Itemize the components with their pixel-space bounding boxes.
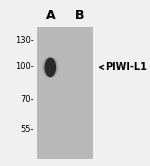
Text: A: A [46, 9, 56, 22]
Text: PIWI-L1: PIWI-L1 [105, 62, 147, 72]
Bar [37, 27, 93, 159]
Text: 55-: 55- [21, 125, 34, 134]
Text: B: B [75, 9, 84, 22]
Text: 100-: 100- [15, 62, 34, 71]
Text: 130-: 130- [15, 36, 34, 45]
Ellipse shape [43, 57, 57, 77]
Ellipse shape [45, 58, 56, 76]
Text: 70-: 70- [21, 95, 34, 104]
